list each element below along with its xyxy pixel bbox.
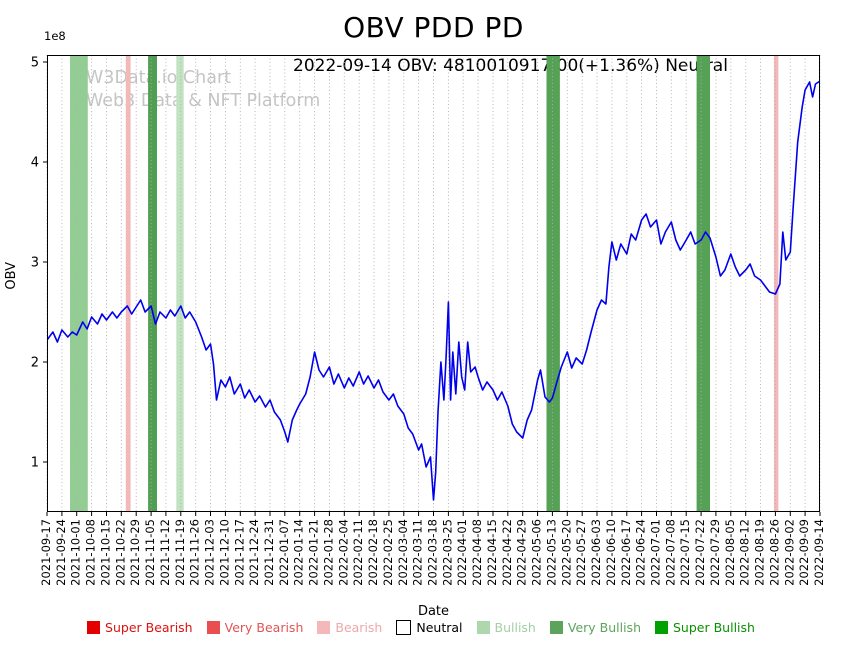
svg-text:2021-09-24: 2021-09-24 — [54, 519, 68, 586]
svg-text:2: 2 — [31, 356, 39, 371]
svg-text:2022-03-18: 2022-03-18 — [426, 519, 440, 586]
svg-text:2022-02-11: 2022-02-11 — [351, 519, 365, 586]
bearish-swatch-icon — [317, 621, 331, 634]
obv-line-plot-area: 2021-09-17 2021-09-24 2021-10-01 2021-10-08… — [31, 55, 826, 586]
y-axis-label: OBV — [4, 262, 19, 290]
svg-text:2022-04-29: 2022-04-29 — [515, 519, 529, 586]
svg-text:2021-10-15: 2021-10-15 — [99, 519, 113, 586]
svg-text:2021-09-17: 2021-09-17 — [39, 519, 53, 586]
svg-text:2022-01-07: 2022-01-07 — [277, 519, 291, 586]
svg-text:2022-08-05: 2022-08-05 — [723, 519, 737, 586]
legend-item-bearish: Bearish — [317, 620, 382, 635]
svg-text:2021-10-29: 2021-10-29 — [128, 519, 142, 586]
svg-text:2022-05-13: 2022-05-13 — [544, 519, 558, 586]
super-bearish-swatch-icon — [87, 621, 101, 634]
svg-text:2021-12-03: 2021-12-03 — [203, 519, 217, 586]
svg-text:2022-04-22: 2022-04-22 — [500, 519, 514, 586]
svg-text:2022-09-09: 2022-09-09 — [797, 519, 811, 586]
svg-text:2022-06-10: 2022-06-10 — [604, 519, 618, 586]
svg-text:2022-03-04: 2022-03-04 — [396, 519, 410, 586]
svg-text:2022-09-02: 2022-09-02 — [782, 519, 796, 586]
svg-text:4: 4 — [31, 156, 39, 171]
legend-item-very-bearish: Very Bearish — [206, 620, 304, 635]
svg-text:2022-05-27: 2022-05-27 — [574, 519, 588, 586]
legend-label-very-bullish: Very Bullish — [567, 620, 641, 635]
svg-text:2021-10-01: 2021-10-01 — [69, 519, 83, 586]
svg-text:2022-02-04: 2022-02-04 — [336, 519, 350, 586]
svg-text:2022-03-25: 2022-03-25 — [440, 519, 454, 586]
svg-text:2021-10-22: 2021-10-22 — [113, 519, 127, 586]
svg-text:2022-08-12: 2022-08-12 — [738, 519, 752, 586]
legend-item-super-bearish: Super Bearish — [87, 620, 193, 635]
svg-text:2022-01-21: 2022-01-21 — [307, 519, 321, 586]
legend-label-bullish: Bullish — [494, 620, 536, 635]
svg-text:2021-12-31: 2021-12-31 — [262, 519, 276, 586]
legend-label-bearish: Bearish — [335, 620, 383, 635]
svg-text:1: 1 — [31, 456, 39, 471]
svg-text:2021-11-19: 2021-11-19 — [173, 519, 187, 586]
svg-text:2022-06-17: 2022-06-17 — [619, 519, 633, 586]
svg-text:2022-06-24: 2022-06-24 — [634, 519, 648, 586]
legend-item-neutral: Neutral — [396, 620, 463, 635]
svg-text:2022-08-19: 2022-08-19 — [753, 519, 767, 586]
very-bullish-swatch-icon — [549, 621, 563, 634]
legend-label-super-bullish: Super Bullish — [673, 620, 755, 635]
bullish-swatch-icon — [476, 621, 490, 634]
legend-label-super-bearish: Super Bearish — [105, 620, 193, 635]
svg-text:2022-04-08: 2022-04-08 — [470, 519, 484, 586]
svg-text:2022-02-18: 2022-02-18 — [366, 519, 380, 586]
svg-text:2022-06-03: 2022-06-03 — [589, 519, 603, 586]
svg-text:2022-09-14: 2022-09-14 — [812, 519, 826, 586]
svg-text:2022-07-22: 2022-07-22 — [693, 519, 707, 586]
svg-text:2021-11-26: 2021-11-26 — [188, 519, 202, 586]
svg-text:2022-07-29: 2022-07-29 — [708, 519, 722, 586]
svg-text:2022-05-20: 2022-05-20 — [559, 519, 573, 586]
legend: Super Bearish Very Bearish Bearish Neutr… — [0, 620, 842, 635]
neutral-swatch-icon — [396, 620, 412, 635]
svg-text:2022-02-25: 2022-02-25 — [381, 519, 395, 586]
svg-text:2021-12-24: 2021-12-24 — [247, 519, 261, 586]
chart-title: OBV PDD PD — [343, 11, 524, 44]
legend-item-bullish: Bullish — [476, 620, 536, 635]
svg-text:2022-04-15: 2022-04-15 — [485, 519, 499, 586]
svg-text:2021-10-08: 2021-10-08 — [84, 519, 98, 586]
x-axis-label: Date — [417, 604, 450, 619]
svg-text:2022-05-06: 2022-05-06 — [530, 519, 544, 586]
super-bullish-swatch-icon — [655, 621, 668, 634]
legend-item-very-bullish: Very Bullish — [549, 620, 641, 635]
legend-label-very-bearish: Very Bearish — [224, 620, 304, 635]
svg-text:2022-04-01: 2022-04-01 — [455, 519, 469, 586]
svg-text:2021-11-05: 2021-11-05 — [143, 519, 157, 586]
very-bearish-swatch-icon — [206, 621, 220, 634]
svg-text:2022-07-01: 2022-07-01 — [649, 519, 663, 586]
svg-text:2022-07-15: 2022-07-15 — [678, 519, 692, 586]
svg-text:2022-08-26: 2022-08-26 — [767, 519, 781, 586]
svg-text:2022-01-14: 2022-01-14 — [292, 519, 306, 586]
svg-text:2022-03-11: 2022-03-11 — [411, 519, 425, 586]
latest-value-annotation: 2022-09-14 OBV: 4810010917.00(+1.36%) Ne… — [293, 56, 728, 76]
svg-text:2021-12-17: 2021-12-17 — [232, 519, 246, 586]
svg-text:2021-11-12: 2021-11-12 — [158, 519, 172, 586]
svg-text:2022-07-08: 2022-07-08 — [663, 519, 677, 586]
svg-text:2021-12-10: 2021-12-10 — [217, 519, 231, 586]
legend-label-neutral: Neutral — [416, 620, 463, 635]
legend-item-super-bullish: Super Bullish — [655, 620, 755, 635]
svg-text:5: 5 — [31, 56, 39, 71]
svg-text:2022-01-28: 2022-01-28 — [321, 519, 335, 586]
y-axis-offset-label: 1e8 — [44, 29, 66, 43]
svg-text:3: 3 — [31, 256, 39, 271]
